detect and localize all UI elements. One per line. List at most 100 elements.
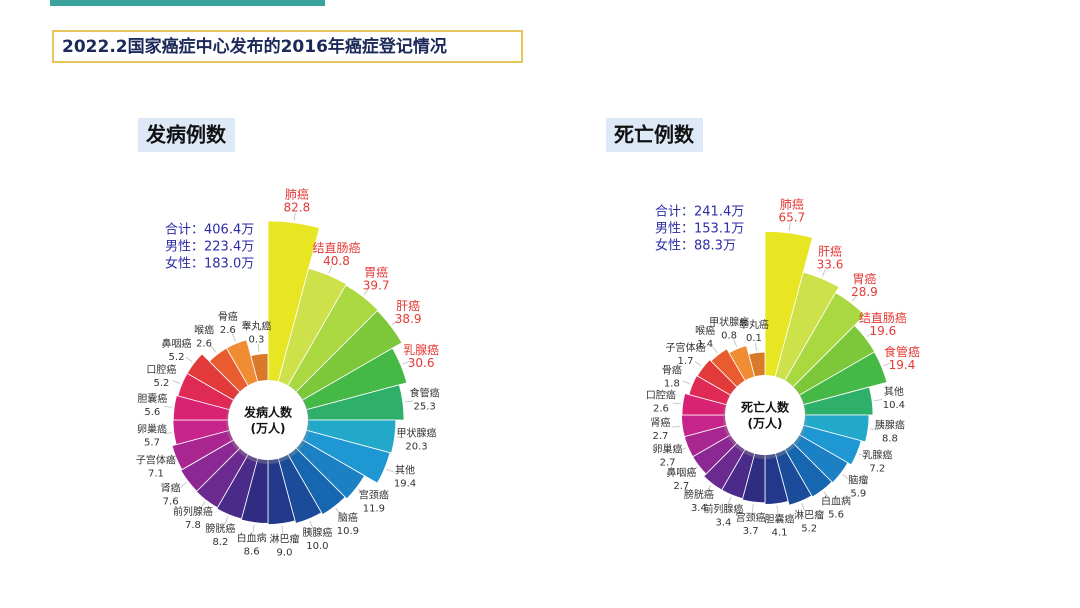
leader-line: [690, 466, 698, 473]
leader-line: [873, 399, 883, 402]
leader-line: [727, 496, 732, 505]
value-label: 5.6: [828, 510, 844, 521]
leader-line: [672, 402, 681, 405]
leader-line: [755, 342, 757, 351]
category-label: 乳腺癌: [862, 449, 892, 462]
category-label: 肾癌: [650, 416, 670, 429]
leader-line: [788, 222, 791, 232]
category-label: 宫颈癌: [736, 511, 766, 524]
category-label: 前列腺癌: [703, 502, 743, 515]
title-box: [52, 30, 523, 63]
chart-heading: 死亡例数: [614, 123, 695, 147]
leader-line: [232, 333, 236, 342]
leader-line: [404, 400, 413, 403]
leader-line: [185, 356, 193, 363]
category-label: 淋巴瘤: [270, 532, 300, 545]
category-label: 食管癌: [884, 344, 920, 359]
value-label: 5.7: [144, 437, 160, 448]
value-label: 40.8: [323, 254, 350, 268]
value-label: 7.1: [148, 468, 164, 479]
value-label: 19.4: [889, 358, 916, 372]
slide-title: 2022.2国家癌症中心发布的2016年癌症登记情况: [62, 36, 447, 57]
value-label: 0.1: [746, 333, 762, 344]
leader-line: [842, 474, 850, 480]
value-label: 82.8: [283, 200, 310, 214]
center-label: 发病人数: [243, 405, 293, 420]
value-label: 10.4: [883, 400, 905, 411]
value-label: 11.9: [363, 503, 385, 514]
category-label: 睾丸癌: [241, 319, 271, 332]
category-label: 肺癌: [780, 197, 804, 212]
value-label: 3.4: [691, 503, 707, 514]
leader-line: [733, 339, 738, 347]
leader-line: [823, 491, 830, 499]
leader-line: [163, 432, 172, 435]
category-label: 胰腺癌: [875, 418, 905, 431]
category-label: 口腔癌: [146, 363, 176, 376]
summary-text: 合计：406.4万: [165, 223, 254, 238]
value-label: 25.3: [413, 401, 435, 412]
category-label: 骨癌: [218, 310, 238, 323]
value-label: 7.2: [869, 464, 885, 475]
leader-line: [224, 516, 229, 524]
leader-line: [851, 294, 858, 302]
category-label: 宫颈癌: [359, 488, 389, 501]
leader-line: [211, 345, 217, 353]
rose-wedge: [267, 220, 321, 421]
leader-line: [682, 380, 691, 385]
value-label: 5.6: [144, 407, 160, 418]
category-label: 其他: [884, 385, 904, 398]
category-label: 白血病: [237, 531, 267, 544]
category-label: 子宫体癌: [136, 453, 176, 466]
rose-wedge: [764, 230, 814, 416]
value-label: 3.7: [743, 526, 759, 537]
summary-text: 女性：183.0万: [165, 256, 254, 272]
category-label: 结直肠癌: [859, 310, 907, 325]
value-label: 7.6: [163, 497, 179, 508]
value-label: 2.6: [653, 403, 669, 414]
value-label: 2.6: [196, 339, 212, 350]
category-label: 卵巢癌: [653, 442, 683, 455]
leader-line: [328, 265, 333, 274]
summary-text: 男性：223.4万: [165, 240, 254, 255]
category-label: 胆囊癌: [137, 392, 167, 405]
summary-text: 女性：88.3万: [655, 238, 736, 254]
value-label: 19.4: [394, 479, 416, 490]
category-label: 甲状腺癌: [397, 427, 437, 440]
value-label: 2.6: [220, 325, 236, 336]
leader-line: [335, 507, 341, 515]
category-label: 胰腺癌: [302, 526, 332, 539]
category-label: 胆囊癌: [765, 512, 795, 525]
leader-line: [694, 360, 702, 367]
value-label: 1.7: [678, 356, 694, 367]
category-label: 喉癌: [194, 324, 214, 337]
leader-line: [712, 346, 718, 354]
leader-line: [678, 447, 687, 452]
category-label: 淋巴瘤: [794, 509, 824, 522]
summary-text: 男性：153.1万: [655, 222, 744, 237]
leader-line: [257, 344, 260, 353]
value-label: 0.3: [248, 334, 264, 345]
value-label: 3.4: [715, 517, 731, 528]
center-label: 死亡人数: [741, 400, 790, 415]
category-label: 肝癌: [818, 244, 842, 259]
leader-line: [402, 360, 411, 365]
leader-line: [363, 288, 370, 296]
category-label: 其他: [395, 464, 415, 477]
category-label: 肝癌: [396, 298, 420, 313]
value-label: 5.2: [801, 524, 817, 535]
category-label: 脑瘤: [848, 474, 868, 487]
category-label: 鼻咽癌: [666, 466, 696, 479]
category-label: 食管癌: [410, 386, 440, 399]
leader-line: [309, 520, 314, 529]
charts: 发病例数合计：406.4万男性：223.4万女性：183.0万肺癌82.8结直肠…: [136, 118, 920, 558]
center-label: (万人): [251, 421, 286, 436]
category-label: 胃癌: [364, 265, 388, 280]
leader-line: [705, 485, 712, 492]
category-label: 脑癌: [338, 511, 358, 524]
category-label: 乳腺癌: [403, 342, 439, 357]
value-label: 19.6: [870, 324, 897, 338]
leader-line: [293, 212, 296, 221]
